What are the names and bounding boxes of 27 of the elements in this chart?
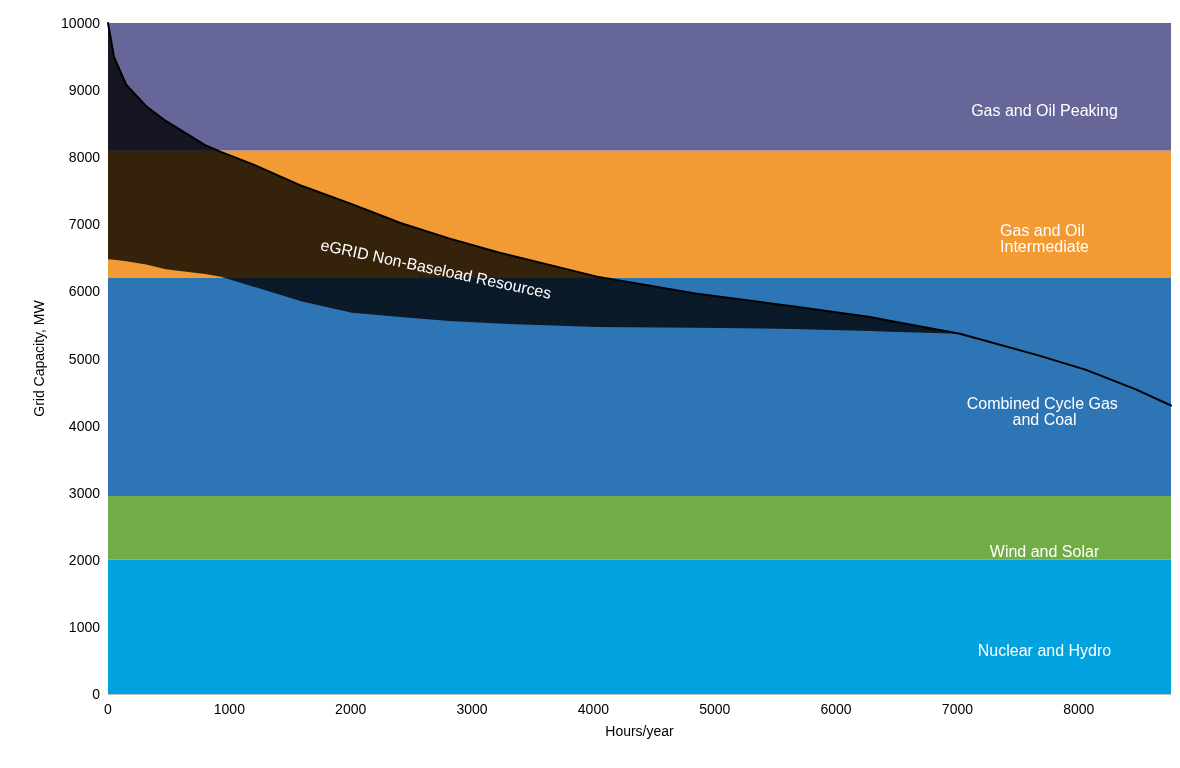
y-tick-label: 10000 (61, 15, 101, 31)
x-tick-label: 1000 (213, 701, 246, 717)
x-tick-label: 2000 (335, 701, 367, 717)
band-label: Nuclear and Hydro (977, 642, 1112, 660)
y-tick-label: 8000 (68, 149, 101, 166)
y-axis-title: Grid Capacity, MW (31, 299, 47, 417)
band-label: Gas and Oil Intermediate (1000, 221, 1090, 255)
x-tick-label: 0 (104, 701, 113, 717)
y-tick-label: 6000 (68, 283, 101, 300)
y-tick-label: 7000 (68, 216, 101, 233)
y-tick-label: 9000 (68, 82, 101, 99)
x-tick-label: 5000 (699, 701, 731, 717)
y-tick-label: 2000 (68, 551, 101, 568)
x-axis-title: Hours/year (605, 723, 675, 739)
x-tick-label: 7000 (941, 701, 974, 717)
x-tick-label: 8000 (1063, 701, 1095, 717)
y-tick-label: 0 (92, 686, 101, 702)
x-tick-label: 6000 (820, 701, 852, 717)
y-tick-label: 5000 (68, 350, 101, 367)
band-label: Combined Cycle Gas and Coal (966, 394, 1123, 428)
y-tick-label: 4000 (68, 417, 101, 434)
band-label: Wind and Solar (989, 543, 1100, 561)
x-tick-label: 3000 (456, 701, 488, 717)
y-tick-label: 1000 (68, 618, 101, 635)
band-label: Gas and Oil Peaking (971, 102, 1118, 120)
y-tick-label: 3000 (68, 484, 101, 501)
x-tick-label: 4000 (577, 701, 610, 717)
